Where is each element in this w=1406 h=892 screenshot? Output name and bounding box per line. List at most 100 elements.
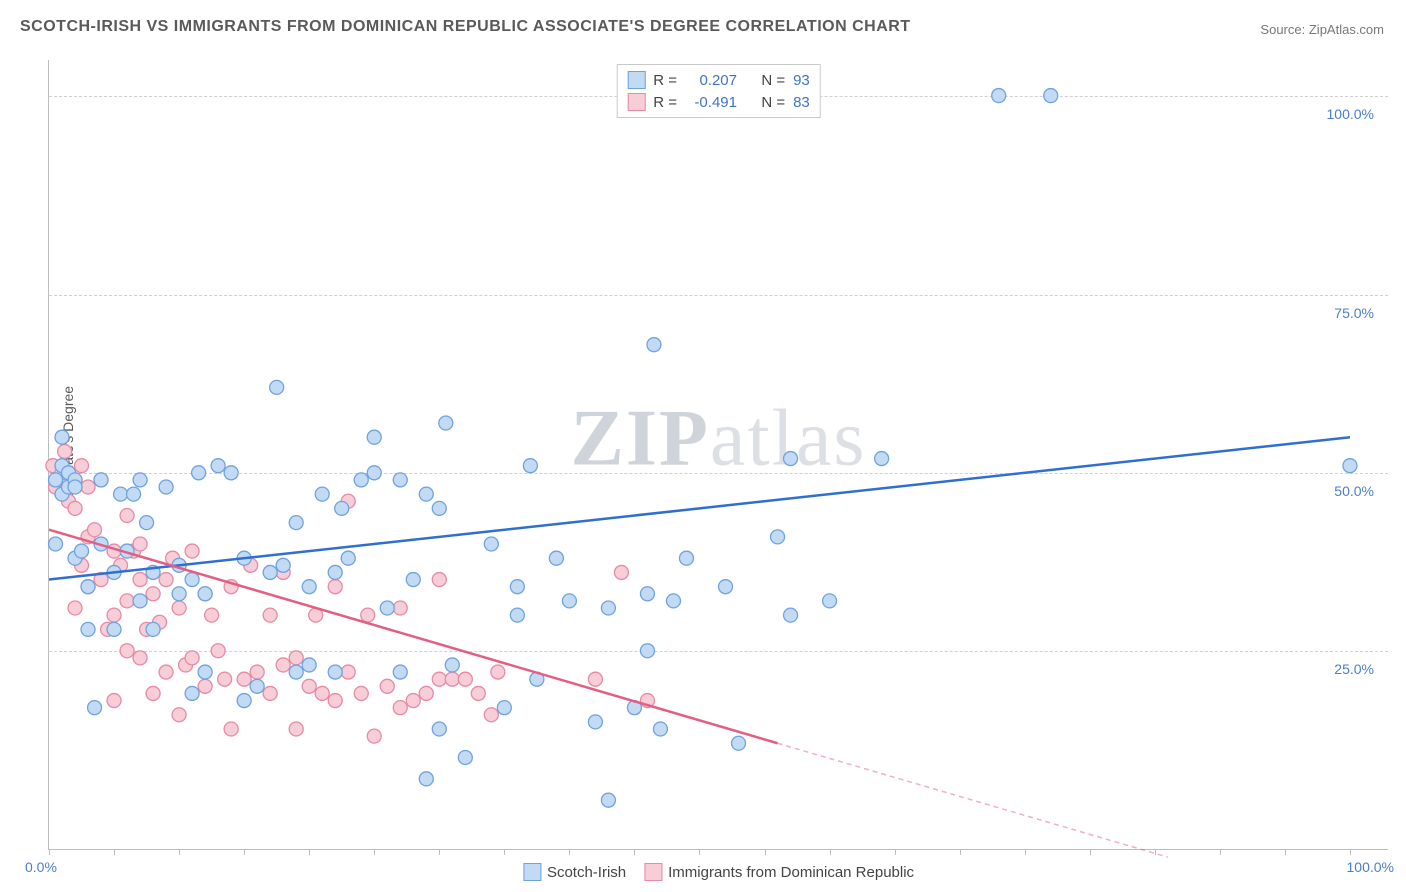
data-point <box>172 601 186 615</box>
data-point <box>276 658 290 672</box>
data-point <box>1044 89 1058 103</box>
data-point <box>159 480 173 494</box>
r-value-2: -0.491 <box>685 94 737 111</box>
data-point <box>192 466 206 480</box>
data-point <box>88 523 102 537</box>
swatch-series1-b <box>523 863 541 881</box>
data-point <box>302 679 316 693</box>
data-point <box>601 793 615 807</box>
data-point <box>484 708 498 722</box>
data-point <box>328 580 342 594</box>
data-point <box>719 580 733 594</box>
data-point <box>75 459 89 473</box>
data-point <box>107 694 121 708</box>
chart-svg <box>49 60 1388 849</box>
data-point <box>55 430 69 444</box>
x-tick <box>504 849 505 855</box>
data-point <box>510 580 524 594</box>
data-point <box>367 729 381 743</box>
n-value-2: 83 <box>793 94 810 111</box>
data-point <box>263 608 277 622</box>
data-point <box>289 516 303 530</box>
data-point <box>68 480 82 494</box>
x-tick <box>765 849 766 855</box>
data-point <box>133 651 147 665</box>
data-point <box>458 750 472 764</box>
source-link[interactable]: ZipAtlas.com <box>1309 22 1384 37</box>
r-label: R = <box>653 72 677 89</box>
data-point <box>341 551 355 565</box>
data-point <box>211 644 225 658</box>
data-point <box>159 665 173 679</box>
series-legend: Scotch-Irish Immigrants from Dominican R… <box>523 863 914 881</box>
legend-row-series1: R = 0.207 N = 93 <box>627 69 810 91</box>
data-point <box>601 601 615 615</box>
data-point <box>341 665 355 679</box>
data-point <box>380 601 394 615</box>
data-point <box>133 594 147 608</box>
data-point <box>328 665 342 679</box>
data-point <box>146 686 160 700</box>
data-point <box>432 672 446 686</box>
data-point <box>419 686 433 700</box>
x-tick <box>374 849 375 855</box>
data-point <box>81 480 95 494</box>
data-point <box>666 594 680 608</box>
data-point <box>185 686 199 700</box>
data-point <box>771 530 785 544</box>
x-tick <box>830 849 831 855</box>
x-tick <box>244 849 245 855</box>
n-label: N = <box>761 72 785 89</box>
data-point <box>549 551 563 565</box>
data-point <box>218 672 232 686</box>
data-point <box>419 772 433 786</box>
data-point <box>172 708 186 722</box>
legend-label-1: Scotch-Irish <box>547 864 626 881</box>
data-point <box>445 658 459 672</box>
data-point <box>75 544 89 558</box>
data-point <box>185 573 199 587</box>
source-attribution: Source: ZipAtlas.com <box>1260 22 1384 37</box>
data-point <box>640 644 654 658</box>
data-point <box>328 694 342 708</box>
data-point <box>491 665 505 679</box>
data-point <box>406 573 420 587</box>
data-point <box>289 722 303 736</box>
x-tick <box>114 849 115 855</box>
data-point <box>250 679 264 693</box>
data-point <box>732 736 746 750</box>
x-tick <box>569 849 570 855</box>
data-point <box>393 665 407 679</box>
data-point <box>647 338 661 352</box>
x-tick <box>49 849 50 855</box>
x-label-max: 100.0% <box>1347 859 1394 875</box>
x-tick <box>895 849 896 855</box>
data-point <box>328 565 342 579</box>
x-tick <box>634 849 635 855</box>
data-point <box>439 416 453 430</box>
x-tick <box>1025 849 1026 855</box>
legend-item-series2: Immigrants from Dominican Republic <box>644 863 914 881</box>
data-point <box>640 587 654 601</box>
x-tick <box>439 849 440 855</box>
data-point <box>289 665 303 679</box>
data-point <box>263 686 277 700</box>
data-point <box>784 608 798 622</box>
data-point <box>406 694 420 708</box>
data-point <box>432 722 446 736</box>
correlation-legend: R = 0.207 N = 93 R = -0.491 N = 83 <box>616 64 821 118</box>
data-point <box>88 701 102 715</box>
data-point <box>458 672 472 686</box>
data-point <box>133 573 147 587</box>
data-point <box>432 501 446 515</box>
data-point <box>367 466 381 480</box>
data-point <box>380 679 394 693</box>
data-point <box>270 380 284 394</box>
data-point <box>315 487 329 501</box>
data-point <box>159 573 173 587</box>
data-point <box>1343 459 1357 473</box>
swatch-series2 <box>627 93 645 111</box>
data-point <box>679 551 693 565</box>
data-point <box>367 430 381 444</box>
data-point <box>49 537 63 551</box>
